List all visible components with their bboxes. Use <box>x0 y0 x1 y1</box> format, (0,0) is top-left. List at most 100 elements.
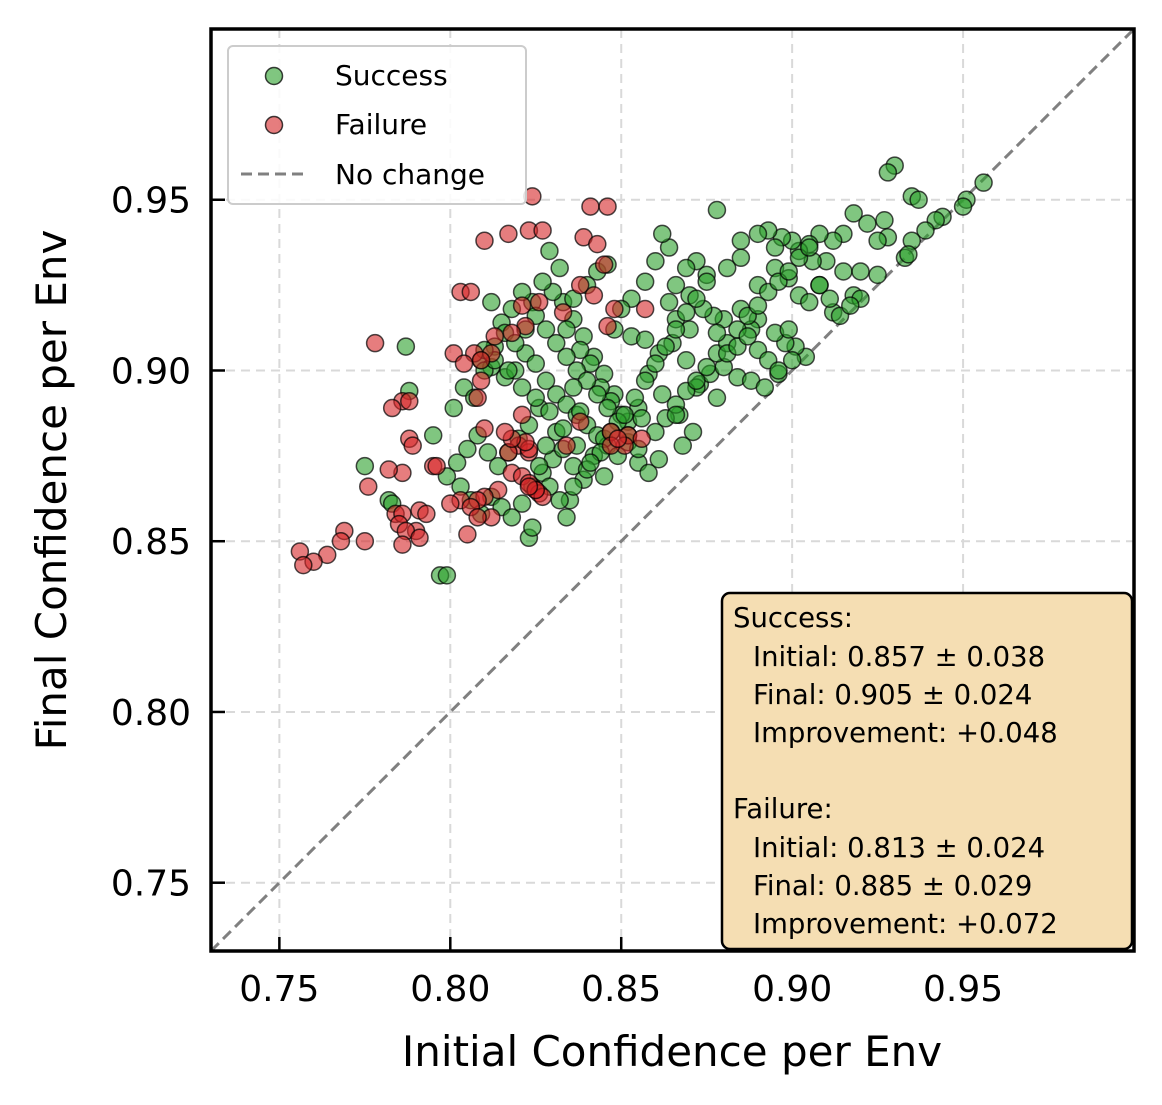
failure-point <box>512 296 532 315</box>
x-tick-label: 0.80 <box>410 969 490 1010</box>
success-point <box>782 350 802 370</box>
success-point <box>598 398 617 418</box>
success-point <box>755 378 775 397</box>
success-point <box>564 477 583 496</box>
success-point <box>547 333 566 353</box>
failure-point <box>359 477 378 496</box>
failure-point <box>410 528 429 548</box>
success-point <box>502 508 522 527</box>
success-point <box>533 272 552 291</box>
success-point <box>676 258 696 278</box>
y-tick-label: 0.75 <box>111 864 191 905</box>
failure-series <box>290 187 655 575</box>
success-point <box>512 378 532 397</box>
failure-point <box>454 354 474 373</box>
failure-point <box>475 231 494 250</box>
failure-point <box>427 456 446 476</box>
success-point <box>738 327 757 346</box>
success-point <box>447 453 467 472</box>
y-tick-label: 0.80 <box>111 693 191 734</box>
failure-point <box>608 429 628 449</box>
y-tick-label: 0.95 <box>111 181 191 222</box>
failure-point <box>471 371 491 390</box>
success-point <box>697 357 716 377</box>
success-point <box>799 292 819 312</box>
success-point <box>625 388 645 408</box>
failure-point <box>499 224 518 244</box>
success-point <box>851 262 870 281</box>
success-point <box>666 405 686 425</box>
failure-point <box>485 327 504 346</box>
success-point <box>676 350 696 370</box>
success-point <box>646 354 665 373</box>
failure-point <box>379 460 399 479</box>
success-point <box>646 251 665 271</box>
scatter-points <box>290 156 993 585</box>
success-point <box>779 320 798 339</box>
success-point <box>687 289 706 309</box>
success-point <box>799 238 819 257</box>
success-point <box>458 439 477 459</box>
success-point <box>478 443 498 462</box>
success-point <box>810 275 829 295</box>
success-point <box>841 296 860 315</box>
success-point <box>707 323 727 343</box>
stats-success-initial: Initial: 0.857 ± 0.038 <box>753 641 1045 673</box>
success-point <box>529 456 549 476</box>
legend-failure-label: Failure <box>335 108 427 141</box>
failure-point <box>468 388 487 408</box>
success-point <box>683 422 703 442</box>
success-point <box>953 197 973 216</box>
failure-point <box>365 333 385 353</box>
y-tick-labels: 0.75 0.80 0.85 0.90 0.95 <box>111 181 191 905</box>
success-point <box>594 467 614 486</box>
failure-point <box>471 350 491 370</box>
success-point <box>512 494 532 513</box>
stats-failure-header: Failure: <box>733 793 833 825</box>
success-point <box>676 303 696 322</box>
failure-point <box>529 292 549 312</box>
failure-point <box>441 494 460 513</box>
failure-point <box>598 197 617 216</box>
success-point <box>659 292 679 312</box>
success-point <box>553 419 573 438</box>
success-point <box>526 388 546 408</box>
success-point <box>748 296 768 315</box>
failure-point <box>502 323 522 343</box>
success-point <box>697 272 716 291</box>
failure-point <box>553 303 573 322</box>
stats-failure-initial: Initial: 0.813 ± 0.024 <box>753 832 1045 864</box>
success-point <box>717 258 737 278</box>
failure-point <box>605 299 624 319</box>
success-point <box>581 453 600 472</box>
failure-point <box>468 508 487 527</box>
success-point <box>731 231 751 250</box>
x-axis-label: Initial Confidence per Env <box>402 1027 942 1076</box>
y-axis-label: Final Confidence per Env <box>27 230 76 751</box>
legend-success-label: Success <box>335 59 448 92</box>
legend-nochange-label: No change <box>335 158 485 191</box>
success-point <box>550 490 569 510</box>
success-point <box>355 456 375 476</box>
plot-frame <box>209 27 1136 953</box>
stats-success-header: Success: <box>733 602 853 634</box>
success-point <box>687 371 706 390</box>
success-point <box>974 173 993 192</box>
failure-point <box>632 429 651 449</box>
success-point <box>536 320 556 339</box>
stats-success-final: Final: 0.905 ± 0.024 <box>753 679 1032 711</box>
stats-box: Success: Initial: 0.857 ± 0.038 Final: 0… <box>720 591 1134 951</box>
failure-point <box>495 422 515 442</box>
failure-point <box>584 286 604 305</box>
failure-point <box>588 234 607 254</box>
legend-frame <box>227 45 527 205</box>
success-point <box>666 320 686 339</box>
success-point <box>423 426 443 445</box>
failure-point <box>403 436 422 455</box>
failure-point <box>598 316 617 336</box>
success-point <box>673 436 693 455</box>
success-point <box>868 231 887 250</box>
failure-point <box>570 275 590 295</box>
failure-point <box>519 477 539 496</box>
